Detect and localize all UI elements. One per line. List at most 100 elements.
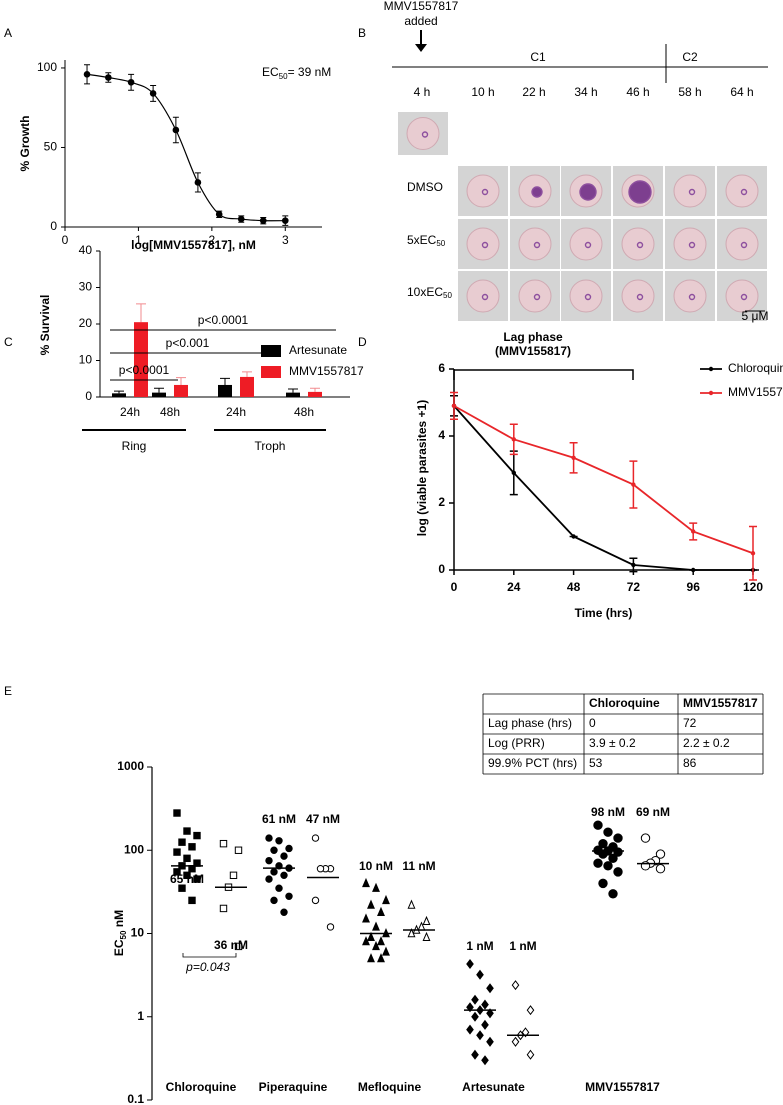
data-point: [311, 896, 320, 905]
data-point: [466, 1002, 474, 1013]
panel-label: C: [4, 335, 13, 349]
table-cell: 0: [589, 716, 596, 730]
y-axis-label: EC50 nM: [112, 910, 128, 956]
x-tick-label: 1: [135, 233, 142, 247]
data-point: [367, 899, 375, 909]
data-point: [486, 983, 494, 994]
data-point: [173, 848, 181, 856]
median-label: 69 nM: [636, 805, 670, 819]
y-tick-label: 0.1: [127, 1092, 144, 1105]
data-point: [422, 915, 431, 926]
error-bar: [154, 387, 164, 393]
parasite: [636, 241, 644, 249]
series-line: [453, 405, 753, 571]
median-label: 65 nM: [170, 872, 204, 886]
data-point: [655, 864, 666, 874]
arrow-head: [415, 44, 427, 52]
data-point: [407, 928, 416, 938]
data-point: [229, 871, 238, 880]
data-point: [481, 1055, 489, 1066]
table-cell: 53: [589, 756, 603, 770]
data-point: [382, 894, 390, 905]
legend-label: Chloroquine: [728, 361, 783, 375]
x-tick-label: 24: [507, 580, 521, 594]
group-label: Ring: [122, 439, 147, 453]
bar: [218, 384, 232, 397]
data-point: [377, 953, 385, 963]
panel-label: E: [4, 684, 12, 698]
bar: [152, 392, 166, 397]
annotation-sub: 50: [279, 72, 288, 81]
data-point: [593, 858, 603, 868]
data-point: [316, 865, 325, 873]
data-point: [640, 861, 651, 871]
group-label: Chloroquine: [166, 1080, 237, 1094]
x-tick-label: 2: [209, 233, 216, 247]
bar: [134, 322, 148, 397]
data-point: [280, 871, 288, 880]
parasite: [531, 186, 543, 198]
bar: [112, 393, 126, 397]
error-bar: [288, 388, 298, 393]
data-point: [466, 1024, 474, 1035]
y-tick-label: 0: [85, 389, 92, 403]
data-point: [265, 834, 273, 842]
data-point: [407, 899, 416, 909]
x-tick-label: 24h: [226, 405, 246, 419]
data-point: [285, 844, 293, 853]
data-point: [691, 567, 696, 573]
data-point: [280, 852, 288, 860]
legend-marker: [708, 390, 714, 396]
legend-label: MMV1557817: [289, 364, 364, 378]
data-point: [613, 833, 623, 843]
y-axis-label-text: nM: [112, 910, 126, 931]
table-cell: Lag phase (hrs): [488, 716, 572, 730]
y-tick-label: 1: [137, 1009, 144, 1023]
time-label: 64 h: [730, 85, 753, 99]
data-point: [219, 904, 228, 913]
data-point: [188, 896, 196, 905]
data-point: [613, 867, 623, 877]
data-point: [285, 892, 293, 900]
data-point: [367, 953, 375, 963]
legend-marker: [708, 366, 714, 372]
time-label: 10 h: [471, 85, 494, 99]
data-point: [511, 980, 520, 991]
row-label: DMSO: [407, 180, 443, 194]
data-point: [631, 562, 636, 568]
error-bar: [136, 303, 146, 323]
data-point: [655, 849, 666, 859]
x-tick-label: 48h: [160, 405, 180, 419]
data-point: [511, 437, 516, 442]
median-label: 98 nM: [591, 805, 625, 819]
parasite: [533, 241, 541, 249]
time-label: 46 h: [626, 85, 649, 99]
data-point: [270, 896, 278, 905]
parasite: [688, 188, 696, 196]
y-tick-label: 6: [438, 361, 445, 375]
data-point: [603, 861, 613, 871]
data-point: [367, 931, 375, 942]
data-point: [234, 942, 243, 951]
error-bar: [242, 371, 252, 377]
parasite: [688, 241, 696, 249]
parasite: [740, 293, 748, 301]
data-point: [691, 529, 696, 534]
data-point: [526, 1005, 535, 1016]
annotation-text: = 39 nM: [288, 65, 332, 79]
x-tick-label: 48: [567, 580, 581, 594]
data-point: [631, 482, 636, 487]
data-point: [362, 913, 370, 923]
data-point: [511, 1036, 520, 1047]
x-tick-label: 3: [282, 233, 289, 247]
data-point: [105, 74, 112, 81]
data-point: [362, 936, 370, 946]
y-axis-label-text: EC: [112, 939, 126, 956]
x-tick-label: 120: [743, 580, 763, 594]
parasite: [584, 241, 592, 249]
series-line: [453, 405, 754, 555]
median-label: 47 nM: [306, 812, 340, 826]
error-bar: [114, 390, 124, 394]
y-axis-label: % Survival: [38, 295, 52, 356]
